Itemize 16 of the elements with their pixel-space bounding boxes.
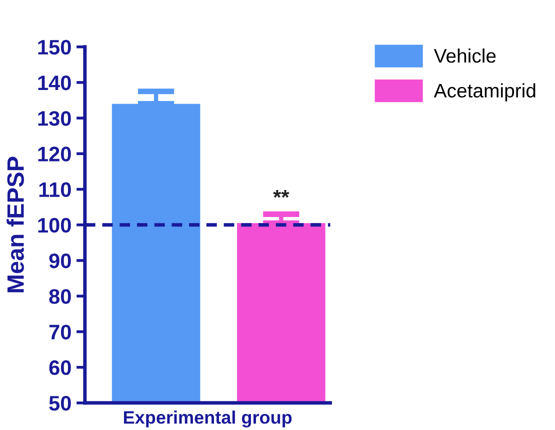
y-tick-label: 60 (49, 360, 71, 376)
y-tick-label: 70 (49, 324, 71, 340)
x-axis-title: Experimental group (124, 410, 292, 428)
annotation: ** (273, 190, 290, 198)
legend-label: Acetamiprid (434, 83, 536, 102)
y-tick-label: 120 (38, 146, 71, 162)
y-tick-label: 130 (38, 111, 71, 126)
y-axis-title: Mean fEPSP (6, 156, 24, 292)
legend-label: Vehicle (434, 48, 496, 63)
y-tick-label: 80 (49, 289, 71, 304)
y-tick-label: 110 (39, 182, 71, 198)
y-tick-label: 100 (38, 218, 71, 233)
y-tick-label: 50 (49, 396, 71, 411)
y-tick-label: 150 (38, 40, 71, 55)
y-tick-label: 90 (49, 253, 71, 268)
y-tick-label: 140 (38, 75, 71, 90)
